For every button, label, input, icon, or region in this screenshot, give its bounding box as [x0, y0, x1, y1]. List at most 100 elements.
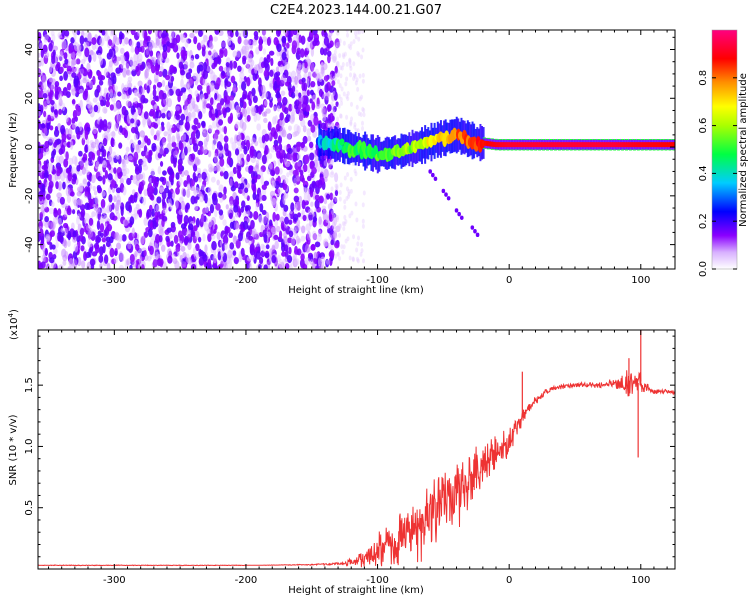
- heatmap-noise-cell: [67, 266, 72, 269]
- x-tick-label: -300: [103, 275, 126, 286]
- heatmap-noise-cell: [158, 70, 163, 77]
- heatmap-noise-cell: [220, 250, 225, 257]
- heatmap-noise-cell: [175, 105, 180, 111]
- heatmap-noise-cell: [304, 187, 310, 194]
- heatmap-ridge-edge: [482, 137, 486, 139]
- heatmap-noise-cell: [198, 110, 203, 120]
- heatmap-noise-cell: [183, 146, 188, 156]
- heatmap-noise-cell: [300, 35, 306, 45]
- heatmap-ridge-edge: [530, 139, 534, 141]
- heatmap-noise-cell: [79, 160, 84, 167]
- heatmap-noise-cell: [171, 141, 177, 148]
- heatmap-noise-cell: [194, 53, 200, 60]
- heatmap-noise-cell: [324, 91, 330, 101]
- heatmap-noise-cell: [283, 106, 289, 115]
- heatmap-noise-cell: [48, 65, 53, 73]
- heatmap-noise-cell: [79, 103, 84, 111]
- heatmap-ridge-edge: [648, 139, 652, 141]
- heatmap-noise-cell: [167, 248, 172, 256]
- heatmap-noise-cell: [177, 162, 183, 172]
- heatmap-noise-cell: [279, 216, 285, 223]
- heatmap-noise-cell: [87, 181, 91, 187]
- heatmap-noise-cell: [232, 235, 237, 244]
- heatmap-noise-cell: [340, 100, 344, 106]
- heatmap-noise-cell: [361, 125, 365, 131]
- heatmap-noise-cell: [87, 241, 93, 248]
- heatmap-noise-cell: [81, 58, 86, 65]
- heatmap-noise-cell: [115, 56, 121, 62]
- heatmap-noise-cell: [298, 92, 302, 98]
- heatmap-noise-cell: [76, 165, 81, 172]
- heatmap-noise-cell: [194, 196, 198, 204]
- heatmap-noise-cell: [291, 76, 296, 83]
- heatmap-noise-cell: [293, 187, 299, 194]
- heatmap-noise-cell: [343, 204, 347, 210]
- heatmap-noise-cell: [60, 171, 66, 182]
- heatmap-noise-cell: [51, 55, 56, 65]
- heatmap-ridge-edge: [561, 149, 565, 151]
- heatmap-noise-cell: [282, 235, 288, 244]
- heatmap-noise-cell: [243, 39, 249, 46]
- heatmap-noise-cell: [93, 190, 98, 196]
- heatmap-noise-cell: [336, 61, 340, 68]
- heatmap-noise-cell: [296, 47, 301, 55]
- heatmap-noise-cell: [77, 223, 82, 231]
- heatmap-noise-cell: [76, 44, 82, 52]
- heatmap-noise-cell: [335, 61, 339, 67]
- heatmap-noise-cell: [340, 244, 344, 250]
- heatmap-noise-cell: [209, 105, 214, 111]
- heatmap-noise-cell: [82, 77, 87, 84]
- heatmap-noise-cell: [197, 30, 203, 38]
- heatmap-noise-cell: [241, 121, 247, 131]
- heatmap-ridge-edge: [632, 139, 636, 141]
- heatmap-noise-cell: [318, 71, 324, 78]
- heatmap-ridge-edge: [538, 149, 542, 151]
- heatmap-noise-cell: [208, 109, 213, 119]
- heatmap-noise-cell: [202, 145, 208, 155]
- heatmap-noise-cell: [314, 68, 320, 75]
- heatmap-noise-cell: [162, 44, 168, 52]
- heatmap-noise-cell: [230, 75, 236, 84]
- heatmap-noise-cell: [362, 107, 366, 113]
- colorbar-gradient: [712, 30, 737, 269]
- heatmap-noise-cell: [71, 166, 77, 175]
- heatmap-noise-cell: [175, 88, 181, 97]
- heatmap-noise-cell: [178, 61, 184, 69]
- heatmap-noise-cell: [283, 204, 289, 212]
- heatmap-noise-cell: [116, 114, 122, 125]
- heatmap-noise-cell: [300, 225, 306, 234]
- heatmap-noise-cell: [137, 80, 143, 87]
- heatmap-noise-cell: [78, 234, 84, 242]
- heatmap-noise-cell: [126, 260, 130, 266]
- heatmap-noise-cell: [235, 111, 241, 118]
- heatmap-noise-cell: [334, 213, 338, 219]
- heatmap-noise-cell: [237, 153, 242, 163]
- heatmap-noise-cell: [264, 144, 269, 155]
- heatmap-noise-cell: [48, 207, 54, 215]
- heatmap-noise-cell: [246, 114, 251, 122]
- heatmap-noise-cell: [277, 135, 283, 145]
- heatmap-noise-cell: [244, 45, 250, 53]
- heatmap-noise-cell: [92, 125, 98, 135]
- heatmap-noise-cell: [227, 266, 233, 269]
- heatmap-noise-cell: [289, 264, 293, 269]
- heatmap-noise-cell: [259, 256, 264, 265]
- heatmap-noise-cell: [115, 67, 121, 74]
- heatmap-noise-cell: [172, 43, 179, 53]
- heatmap-noise-cell: [341, 62, 345, 68]
- heatmap-noise-cell: [234, 148, 240, 156]
- heatmap-noise-cell: [133, 151, 139, 162]
- colorbar: 0.0 0.2 0.4 0.6 0.8 Normalized spectral ampl…: [698, 29, 749, 277]
- heatmap-noise-cell: [246, 39, 251, 46]
- heatmap-ridge-edge: [526, 139, 530, 141]
- heatmap-noise-cell: [208, 56, 213, 67]
- x-tick-label: -100: [366, 575, 389, 586]
- heatmap-noise-cell: [179, 254, 183, 263]
- heatmap-noise-cell: [180, 113, 186, 121]
- heatmap-noise-cell: [254, 34, 259, 41]
- heatmap-noise-cell: [229, 178, 233, 188]
- heatmap-noise-cell: [352, 76, 356, 82]
- heatmap-noise-cell: [332, 230, 337, 239]
- heatmap-ridge-edge: [526, 149, 530, 151]
- heatmap-noise-cell: [113, 195, 117, 203]
